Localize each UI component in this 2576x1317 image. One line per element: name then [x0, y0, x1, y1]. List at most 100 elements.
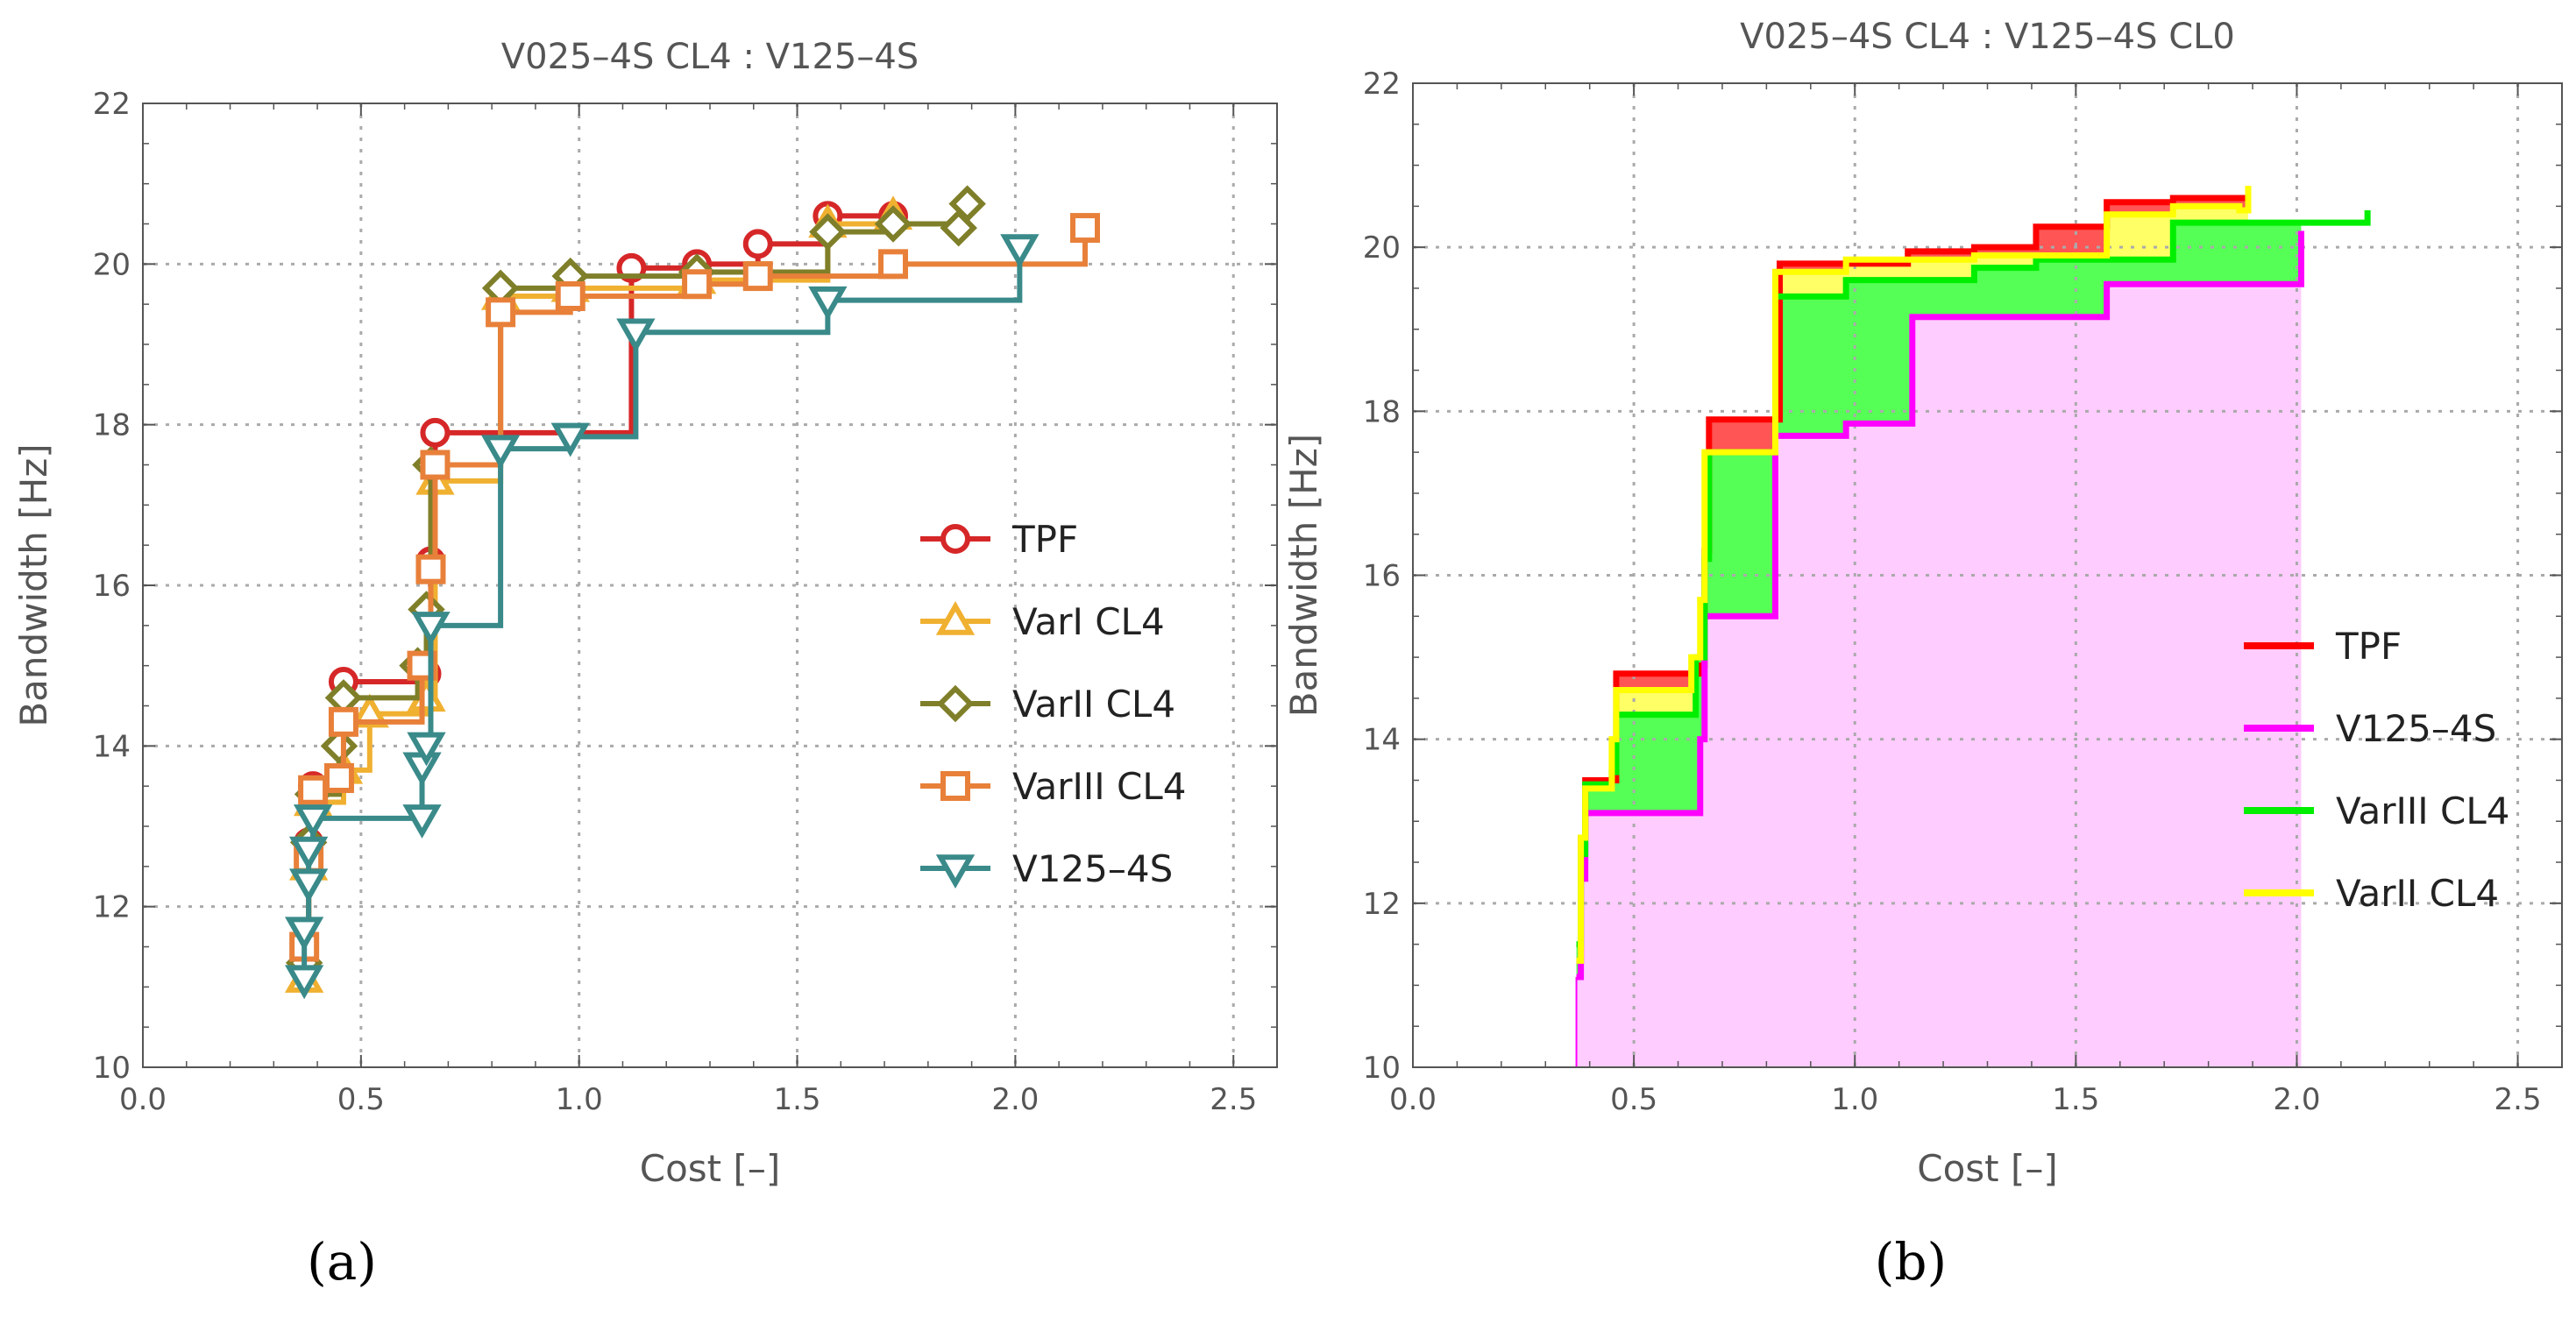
chart-b-fills: [1576, 185, 2302, 1067]
chart-b-y-tick-label: 16: [1363, 559, 1401, 594]
chart-a-point-variii-cl4: [298, 775, 329, 805]
chart-b: 0.0 0.5 1.0 1.5 2.0 2.5 10 12 14 16 18 20 22 V025–4S…: [1282, 17, 2563, 1190]
chart-a-point-v125-4s: [550, 422, 590, 457]
chart-a-x-axis-label: Cost [–]: [640, 1147, 781, 1190]
chart-a-series: [284, 185, 1101, 1000]
chart-a-point-v125-4s: [288, 868, 329, 903]
chart-a-series-v125-4s: [284, 234, 1040, 1000]
chart-b-legend: TPF V125–4S VarIII CL4 VarII CL4: [2244, 625, 2509, 915]
chart-a-point-varii-cl4: [940, 209, 977, 247]
chart-b-legend-item: V125–4S: [2244, 707, 2496, 750]
chart-b-x-tick-label: 0.5: [1610, 1082, 1657, 1117]
chart-a-point-v125-4s: [407, 732, 446, 767]
chart-a-ticks: 0.0 0.5 1.0 1.5 2.0 2.5 10 12 14 16 18 20 22: [93, 87, 1278, 1117]
chart-a-point-vari-cl4: [350, 693, 389, 728]
chart-a-point-v125-4s: [288, 836, 329, 871]
chart-a-point-varii-cl4: [320, 727, 358, 765]
chart-b-line-variii-cl4: [1576, 210, 2371, 948]
chart-a-point-v125-4s: [284, 965, 324, 1000]
chart-b-y-tick-label: 10: [1363, 1051, 1401, 1086]
chart-a-series-varii-cl4: [285, 185, 986, 982]
chart-a-point-varii-cl4: [809, 213, 847, 251]
chart-a-point-variii-cl4: [878, 249, 909, 280]
chart-a-x-tick-label: 2.0: [991, 1082, 1039, 1117]
chart-a-series-vari-cl4: [284, 195, 913, 993]
chart-a-line-tpf: [304, 213, 894, 966]
chart-a-legend-item: VarI CL4: [920, 600, 1165, 643]
chart-a-line-v125-4s: [302, 248, 1023, 980]
chart-a-point-v125-4s: [808, 286, 848, 321]
chart-a-point-varii-cl4: [948, 185, 986, 223]
chart-a-point-v125-4s: [411, 612, 451, 646]
chart-b-legend-item: VarII CL4: [2244, 872, 2499, 915]
chart-b-legend-item: TPF: [2244, 625, 2402, 668]
chart-a-y-tick-label: 10: [93, 1051, 131, 1086]
chart-a-point-variii-cl4: [415, 554, 446, 584]
chart-a-point-v125-4s: [402, 804, 442, 839]
chart-a-legend-label: VarI CL4: [1012, 600, 1165, 643]
chart-a-point-v125-4s: [293, 804, 333, 839]
chart-a-x-tick-label: 1.0: [556, 1082, 603, 1117]
chart-b-ticks: 0.0 0.5 1.0 1.5 2.0 2.5 10 12 14 16 18 20 22: [1363, 67, 2563, 1117]
chart-a-x-tick-label: 2.5: [1210, 1082, 1257, 1117]
chart-a-legend: TPF VarI CL4 VarII CL4 VarIII CL4 V125–4S: [920, 518, 1186, 890]
chart-a-series-tpf: [289, 201, 909, 978]
chart-b-y-tick-label: 18: [1363, 394, 1401, 429]
chart-a-x-tick-label: 0.0: [119, 1082, 167, 1117]
chart-a-y-tick-label: 14: [93, 729, 131, 764]
chart-a-legend-label: VarII CL4: [1012, 683, 1175, 726]
chart-b-line-v125-4s: [1576, 230, 2304, 981]
chart-a-point-variii-cl4: [682, 269, 713, 300]
chart-a-point-variii-cl4: [555, 281, 585, 311]
chart-b-series: [1575, 185, 2371, 1067]
chart-b-line-varii-cl4: [1576, 185, 2252, 964]
chart-b-y-tick-label: 14: [1363, 723, 1401, 758]
chart-a-point-v125-4s: [284, 917, 324, 952]
chart-b-x-tick-label: 1.5: [2052, 1082, 2099, 1117]
chart-a-y-tick-label: 18: [93, 408, 131, 443]
chart-a-line-variii-cl4: [304, 228, 1089, 950]
chart-a-point-v125-4s: [1000, 234, 1040, 269]
chart-a-legend-item: VarIII CL4: [920, 765, 1186, 808]
chart-a-point-variii-cl4: [323, 763, 354, 793]
chart-a-y-tick-label: 20: [93, 247, 131, 282]
chart-a-legend-marker: [936, 684, 975, 723]
chart-a-legend-item: VarII CL4: [920, 683, 1175, 726]
chart-b-x-tick-label: 1.0: [1831, 1082, 1878, 1117]
chart-a-legend-item: TPF: [920, 518, 1078, 561]
chart-a-point-varii-cl4: [874, 205, 912, 243]
chart-a-legend-label: TPF: [1011, 518, 1078, 561]
chart-b-legend-item: VarIII CL4: [2244, 789, 2509, 832]
chart-b-legend-label: V125–4S: [2336, 707, 2496, 750]
chart-a-point-variii-cl4: [328, 706, 358, 737]
chart-a-y-tick-label: 16: [93, 569, 131, 604]
chart-b-title: V025–4S CL4 : V125–4S CL0: [1740, 17, 2235, 57]
chart-b-y-tick-label: 22: [1363, 67, 1401, 102]
chart-a-legend-marker: [935, 600, 976, 635]
chart-a-point-variii-cl4: [486, 297, 516, 328]
chart-b-y-axis-label: Bandwidth [Hz]: [1282, 434, 1325, 717]
chart-a-y-axis-label: Bandwidth [Hz]: [12, 443, 55, 726]
chart-a-point-variii-cl4: [742, 261, 773, 292]
chart-a-legend-marker: [940, 771, 970, 801]
chart-b-y-tick-label: 12: [1363, 887, 1401, 922]
chart-a-point-tpf: [420, 417, 451, 448]
chart-a-point-v125-4s: [402, 752, 442, 787]
chart-a-legend-marker: [935, 854, 976, 889]
chart-a-x-tick-label: 0.5: [337, 1082, 385, 1117]
chart-b-line-tpf: [1576, 195, 2248, 964]
chart-a-legend-label: V125–4S: [1012, 847, 1173, 890]
chart-b-x-tick-label: 0.0: [1389, 1082, 1437, 1117]
chart-a-title: V025–4S CL4 : V125–4S: [501, 37, 919, 77]
chart-b-x-tick-label: 2.5: [2494, 1082, 2542, 1117]
chart-a: 0.0 0.5 1.0 1.5 2.0 2.5 10 12 14 16 18 20 22 V025–4S…: [12, 37, 1278, 1190]
chart-a-legend-item: V125–4S: [920, 847, 1173, 890]
chart-a-x-tick-label: 1.5: [773, 1082, 820, 1117]
chart-b-grid: [1413, 83, 2562, 1067]
chart-a-legend-marker: [940, 524, 970, 554]
chart-b-y-tick-label: 20: [1363, 230, 1401, 266]
chart-b-band-variii-cl4: [1576, 223, 2302, 978]
chart-a-point-tpf: [742, 229, 773, 259]
chart-b-x-tick-label: 2.0: [2273, 1082, 2320, 1117]
